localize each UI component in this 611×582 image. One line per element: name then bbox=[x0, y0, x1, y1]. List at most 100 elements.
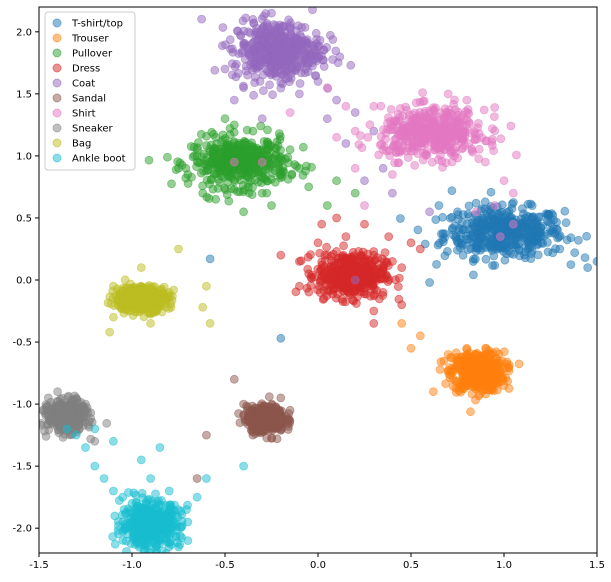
data-point bbox=[270, 151, 280, 161]
data-point bbox=[118, 492, 128, 502]
data-point bbox=[453, 107, 463, 117]
legend-label-ankle-boot: Ankle boot bbox=[72, 154, 126, 165]
data-point bbox=[413, 225, 423, 235]
data-point bbox=[270, 177, 280, 187]
data-point bbox=[365, 120, 375, 130]
data-point bbox=[285, 145, 295, 155]
data-point bbox=[130, 532, 140, 542]
data-point bbox=[285, 405, 295, 415]
data-point bbox=[272, 63, 282, 73]
data-point bbox=[505, 212, 515, 222]
data-point bbox=[543, 247, 553, 257]
data-point bbox=[360, 219, 369, 229]
data-point bbox=[431, 215, 441, 225]
data-point bbox=[293, 21, 303, 31]
data-point bbox=[71, 430, 81, 440]
data-point bbox=[462, 343, 472, 353]
data-point bbox=[438, 134, 448, 144]
data-point bbox=[247, 401, 257, 411]
data-point bbox=[501, 237, 511, 247]
data-point bbox=[294, 89, 304, 99]
data-point bbox=[53, 387, 62, 397]
data-point bbox=[317, 219, 327, 229]
data-point bbox=[244, 188, 254, 198]
data-point bbox=[129, 488, 139, 498]
data-point bbox=[415, 331, 425, 341]
legend-marker-shirt bbox=[52, 108, 62, 118]
data-point bbox=[527, 213, 537, 223]
data-point bbox=[340, 282, 349, 292]
data-point bbox=[410, 160, 420, 170]
data-point bbox=[536, 223, 546, 232]
data-point bbox=[499, 381, 509, 390]
data-point bbox=[512, 150, 521, 160]
data-point bbox=[435, 365, 445, 374]
data-point bbox=[508, 232, 518, 242]
data-point bbox=[480, 157, 490, 167]
data-point bbox=[339, 241, 349, 251]
data-point bbox=[166, 500, 176, 510]
data-point bbox=[561, 218, 571, 228]
data-point bbox=[471, 246, 481, 256]
data-point bbox=[515, 251, 524, 261]
data-point bbox=[60, 411, 69, 421]
data-point bbox=[130, 511, 140, 521]
data-point bbox=[490, 201, 500, 210]
data-point bbox=[174, 163, 183, 173]
data-point bbox=[360, 201, 369, 210]
data-point bbox=[472, 134, 482, 144]
data-point bbox=[452, 134, 462, 143]
data-point bbox=[285, 77, 294, 87]
data-point bbox=[192, 151, 202, 161]
data-point bbox=[452, 235, 462, 245]
data-point bbox=[148, 558, 156, 566]
data-point bbox=[262, 32, 272, 42]
data-point bbox=[427, 157, 437, 167]
data-point bbox=[249, 90, 259, 100]
data-point bbox=[255, 413, 265, 423]
data-point bbox=[342, 259, 352, 269]
data-point bbox=[174, 505, 183, 515]
data-point bbox=[220, 64, 230, 74]
data-point bbox=[366, 284, 376, 293]
data-point bbox=[440, 251, 450, 261]
data-point bbox=[574, 235, 583, 245]
data-point bbox=[109, 436, 118, 446]
data-point bbox=[332, 176, 342, 186]
data-point bbox=[433, 240, 443, 250]
legend-label-dress: Dress bbox=[72, 64, 100, 75]
data-point bbox=[425, 278, 435, 287]
legend-marker-trouser bbox=[52, 33, 62, 43]
data-point bbox=[239, 399, 249, 409]
data-point bbox=[226, 184, 236, 193]
data-point bbox=[350, 188, 360, 198]
data-point bbox=[90, 424, 100, 434]
data-point bbox=[268, 90, 278, 100]
data-point bbox=[436, 142, 446, 152]
data-point bbox=[488, 261, 497, 270]
data-point bbox=[276, 34, 286, 44]
data-point bbox=[146, 474, 156, 483]
data-point bbox=[304, 287, 314, 297]
data-point bbox=[238, 16, 248, 26]
data-point bbox=[338, 272, 348, 282]
data-point bbox=[350, 108, 360, 117]
data-point bbox=[276, 78, 286, 88]
data-point bbox=[570, 248, 580, 258]
data-point bbox=[285, 21, 295, 31]
data-point bbox=[229, 120, 239, 130]
series-dress bbox=[276, 213, 425, 328]
data-point bbox=[499, 176, 509, 186]
data-point bbox=[362, 262, 372, 272]
data-point bbox=[164, 515, 174, 525]
data-point bbox=[474, 144, 484, 154]
data-point bbox=[489, 112, 499, 121]
data-point bbox=[458, 250, 468, 260]
data-point bbox=[300, 36, 310, 45]
data-point bbox=[109, 301, 119, 311]
x-tick-label: 1.0 bbox=[496, 560, 512, 571]
data-point bbox=[397, 318, 407, 328]
data-point bbox=[449, 99, 459, 109]
data-point bbox=[144, 507, 154, 517]
data-point bbox=[401, 102, 411, 112]
